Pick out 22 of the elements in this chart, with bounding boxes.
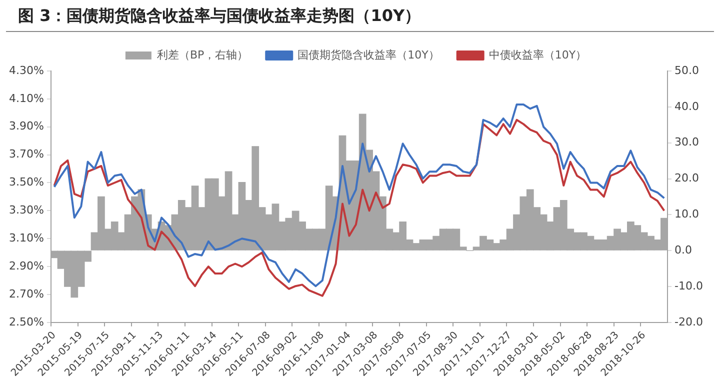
y2-tick-label: -20.0 [674, 315, 704, 328]
legend-label: 中债收益率（10Y） [488, 48, 587, 62]
y-tick-label: 2.70% [8, 287, 44, 300]
y-tick-label: 4.30% [8, 64, 44, 77]
y-tick-label: 4.10% [8, 92, 44, 105]
chart-title: 图 3：国债期货隐含收益率与国债收益率走势图（10Y） [6, 0, 714, 32]
y-tick-label: 2.50% [8, 315, 44, 328]
y2-tick-label: 0.0 [674, 243, 692, 256]
y-tick-label: 3.90% [8, 120, 44, 133]
y2-tick-label: 10.0 [674, 208, 700, 221]
y2-tick-label: 30.0 [674, 136, 700, 149]
y-tick-label: 3.10% [8, 231, 44, 244]
legend-label: 国债期货隐含收益率（10Y） [298, 48, 440, 62]
y2-tick-label: 50.0 [674, 64, 700, 77]
y2-tick-label: -10.0 [674, 279, 704, 292]
y-tick-label: 3.50% [8, 176, 44, 189]
y2-tick-label: 20.0 [674, 172, 700, 185]
y2-tick-label: 40.0 [674, 100, 700, 113]
y-tick-label: 3.30% [8, 204, 44, 217]
legend-label: 利差（BP，右轴） [156, 48, 248, 62]
y-tick-label: 2.90% [8, 259, 44, 272]
y-tick-label: 3.70% [8, 148, 44, 161]
